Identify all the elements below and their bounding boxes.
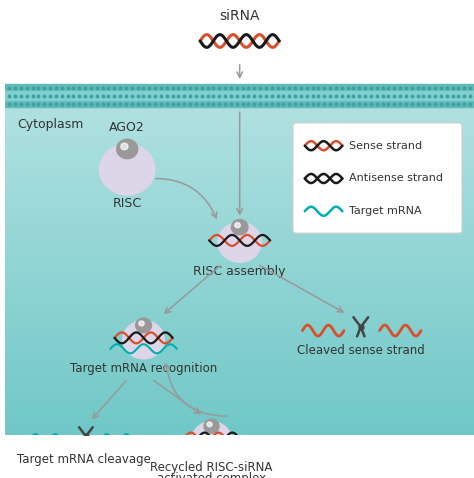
Bar — [5, 0, 474, 84]
Bar — [5, 413, 474, 419]
Bar — [5, 91, 474, 100]
Bar — [5, 325, 474, 331]
Circle shape — [123, 321, 164, 359]
Bar — [5, 188, 474, 195]
Text: AGO2: AGO2 — [109, 121, 145, 134]
Bar — [5, 385, 474, 391]
Bar — [5, 183, 474, 189]
Bar — [5, 271, 474, 277]
Bar — [5, 216, 474, 222]
Circle shape — [192, 422, 231, 458]
Bar — [5, 118, 474, 124]
Bar — [5, 309, 474, 315]
Bar — [5, 249, 474, 255]
Text: Sense strand: Sense strand — [349, 141, 422, 151]
Bar — [5, 363, 474, 370]
Text: Cleaved sense strand: Cleaved sense strand — [297, 344, 425, 357]
Text: Target mRNA cleavage: Target mRNA cleavage — [17, 454, 151, 467]
Bar — [5, 391, 474, 397]
Bar — [5, 167, 474, 173]
Bar — [5, 238, 474, 244]
Text: RISC assembly: RISC assembly — [193, 265, 286, 278]
Bar — [5, 407, 474, 413]
Bar — [5, 145, 474, 151]
Bar — [5, 260, 474, 266]
Bar — [5, 282, 474, 288]
Bar — [5, 194, 474, 200]
Bar — [5, 265, 474, 272]
Bar — [5, 298, 474, 304]
Text: Antisense strand: Antisense strand — [349, 174, 443, 184]
Bar — [5, 112, 474, 119]
Bar — [5, 210, 474, 217]
Bar — [5, 227, 474, 233]
Bar — [5, 150, 474, 157]
Bar — [5, 254, 474, 261]
FancyBboxPatch shape — [293, 123, 462, 233]
Bar — [5, 314, 474, 321]
Circle shape — [231, 219, 248, 235]
Bar — [5, 380, 474, 386]
Bar — [5, 293, 474, 299]
Bar — [5, 178, 474, 184]
Bar — [5, 424, 474, 430]
Bar — [5, 418, 474, 424]
Bar — [5, 331, 474, 337]
Text: Target mRNA: Target mRNA — [349, 206, 422, 216]
Bar — [5, 369, 474, 375]
Circle shape — [100, 144, 155, 195]
Bar — [5, 107, 474, 113]
Text: RISC: RISC — [113, 197, 142, 210]
Bar — [5, 129, 474, 135]
Bar — [5, 232, 474, 239]
Bar — [5, 358, 474, 364]
Text: Target mRNA recognition: Target mRNA recognition — [70, 362, 217, 375]
Bar — [5, 352, 474, 359]
Bar — [5, 123, 474, 130]
Circle shape — [207, 422, 212, 427]
Bar — [5, 341, 474, 348]
Bar — [5, 396, 474, 402]
Bar — [5, 429, 474, 435]
Bar — [5, 336, 474, 342]
Bar — [5, 347, 474, 353]
Text: Recycled RISC-siRNA: Recycled RISC-siRNA — [150, 461, 273, 474]
Bar — [5, 402, 474, 408]
Bar — [5, 276, 474, 282]
Circle shape — [204, 419, 219, 433]
Bar — [5, 139, 474, 146]
Text: Cytoplasm: Cytoplasm — [17, 119, 83, 131]
Bar — [5, 303, 474, 310]
Bar — [5, 287, 474, 293]
Circle shape — [139, 321, 144, 326]
Bar — [5, 161, 474, 168]
Circle shape — [117, 139, 138, 159]
Circle shape — [235, 223, 240, 228]
Bar — [5, 221, 474, 228]
Text: activated complex: activated complex — [157, 472, 266, 478]
Bar — [5, 374, 474, 380]
Bar — [5, 134, 474, 140]
Bar — [5, 84, 474, 108]
Bar — [5, 199, 474, 206]
Bar — [5, 243, 474, 250]
Circle shape — [136, 318, 152, 333]
Bar — [5, 320, 474, 326]
Circle shape — [218, 222, 262, 262]
Text: siRNA: siRNA — [219, 10, 260, 23]
Bar — [5, 205, 474, 211]
Bar — [5, 156, 474, 162]
Circle shape — [121, 143, 128, 150]
Bar — [5, 172, 474, 178]
